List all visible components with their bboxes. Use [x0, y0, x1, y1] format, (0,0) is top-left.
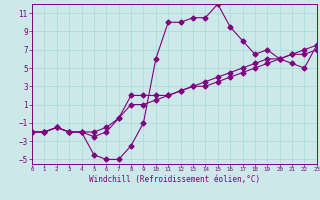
- X-axis label: Windchill (Refroidissement éolien,°C): Windchill (Refroidissement éolien,°C): [89, 175, 260, 184]
